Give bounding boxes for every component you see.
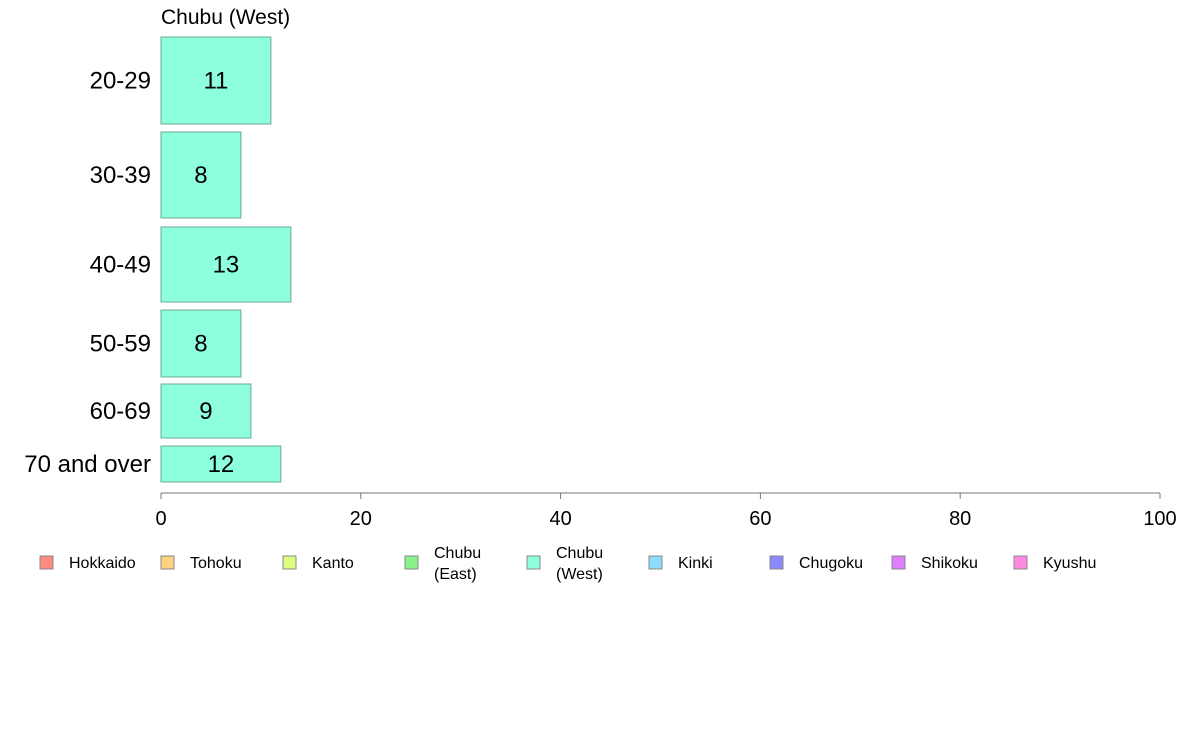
legend-label: Kyushu	[1043, 555, 1096, 572]
legend-label: Kinki	[678, 555, 713, 572]
x-tick-label: 80	[949, 508, 971, 530]
category-label: 50-59	[90, 331, 151, 358]
category-label: 60-69	[90, 398, 151, 425]
legend-swatch	[282, 555, 297, 570]
category-labels: 20-29 30-39 40-49 50-59 60-69 70 and over	[24, 68, 151, 479]
bar-70-and-over	[160, 445, 282, 483]
bar-value-label: 12	[208, 451, 235, 478]
category-label: 40-49	[90, 252, 151, 279]
bar-60-69	[160, 383, 252, 439]
category-label: 30-39	[90, 162, 151, 189]
legend-label: Tohoku	[190, 555, 242, 572]
bar-value-label: 11	[203, 68, 228, 95]
bar-50-59	[160, 309, 242, 378]
legend-swatch	[1013, 555, 1028, 570]
bar-30-39	[160, 131, 242, 219]
legend-label: Hokkaido	[69, 555, 136, 572]
legend-swatch	[526, 555, 541, 570]
legend-swatch	[648, 555, 663, 570]
category-label: 70 and over	[24, 451, 151, 478]
category-label: 20-29	[90, 68, 151, 95]
legend-swatch	[891, 555, 906, 570]
legend-label: Kanto	[312, 555, 354, 572]
bars-group: 11 8 13 8 9 12	[160, 36, 292, 483]
bar-40-49	[160, 226, 292, 303]
bar-value-label: 8	[194, 331, 207, 358]
bar-value-label: 9	[199, 398, 212, 425]
x-tick-label: 0	[155, 508, 166, 530]
bar-value-label: 13	[213, 252, 240, 279]
legend-label: Chubu (West)	[556, 545, 603, 583]
x-tick-label: 100	[1143, 508, 1176, 530]
x-axis: 0 20 40 60 80 100	[155, 492, 1177, 530]
x-tick-label: 40	[549, 508, 571, 530]
legend-label: Chugoku	[799, 555, 863, 572]
legend: Hokkaido Tohoku Kanto Chubu (East) Chubu (West…	[39, 545, 1096, 583]
legend-swatch	[160, 555, 175, 570]
x-tick-label: 20	[350, 508, 372, 530]
x-tick-label: 60	[749, 508, 771, 530]
legend-swatch	[769, 555, 784, 570]
legend-swatch	[404, 555, 419, 570]
legend-label: Chubu (East)	[434, 545, 481, 583]
bar-20-29	[160, 36, 272, 125]
legend-swatch	[39, 555, 54, 570]
chart-title: Chubu (West)	[161, 6, 290, 29]
legend-label: Shikoku	[921, 555, 978, 572]
bar-value-label: 8	[194, 162, 207, 189]
